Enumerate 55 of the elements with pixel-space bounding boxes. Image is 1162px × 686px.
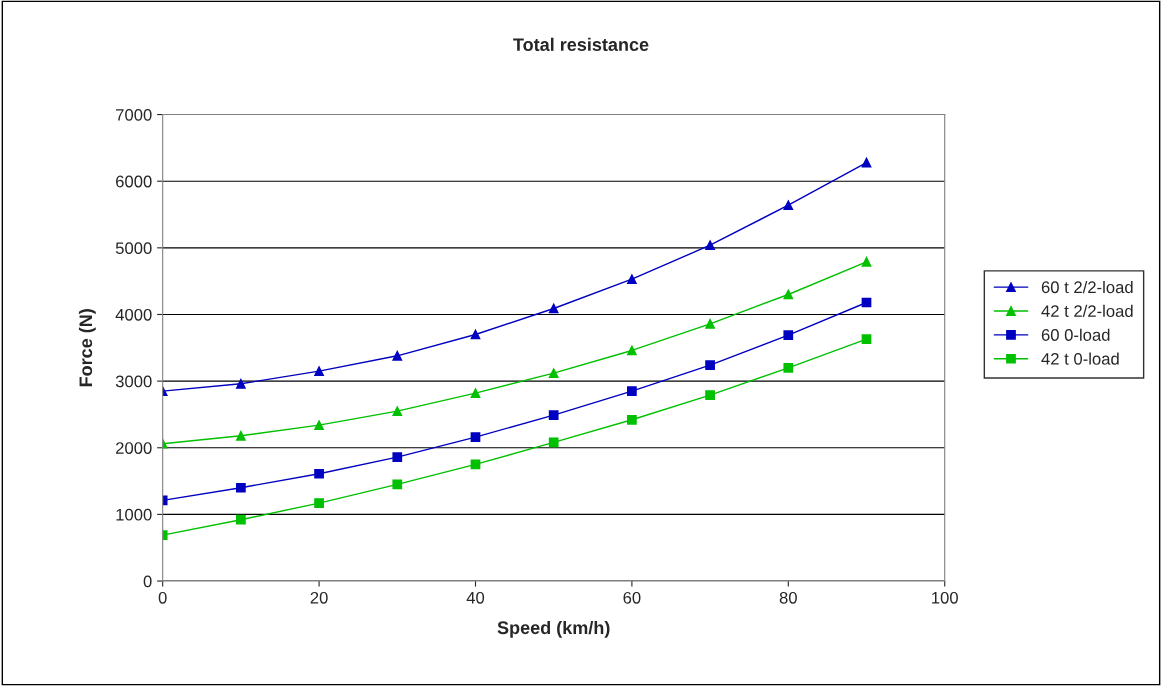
point <box>236 514 246 525</box>
point <box>861 256 872 267</box>
point <box>783 330 794 341</box>
point <box>548 303 559 314</box>
y-axis-title: Force (N) <box>78 309 96 387</box>
y-tick-label: 6000 <box>116 175 152 188</box>
point <box>314 498 324 508</box>
x-tick-label: 60 <box>623 591 641 604</box>
chart-title: Total resistance <box>513 37 649 51</box>
point <box>627 414 637 425</box>
point <box>627 386 637 396</box>
legend-label: 42 t 0-load <box>1041 352 1119 365</box>
point <box>392 452 403 462</box>
point <box>392 479 403 490</box>
point <box>705 240 715 251</box>
point <box>548 368 559 378</box>
x-axis-title: Speed (km/h) <box>497 620 610 638</box>
point <box>470 329 481 340</box>
point <box>314 420 324 430</box>
point <box>705 318 715 329</box>
point <box>705 360 715 370</box>
y-tick-label: 0 <box>143 575 152 588</box>
point <box>470 432 481 442</box>
point <box>470 388 481 398</box>
y-tick-label: 3000 <box>115 375 152 388</box>
point <box>236 378 246 389</box>
point <box>392 350 403 361</box>
point <box>392 406 403 416</box>
point <box>627 274 637 285</box>
legend-label: 60 0-load <box>1041 328 1110 341</box>
x-tick-label: 100 <box>932 591 958 604</box>
point <box>861 334 872 345</box>
point <box>314 468 324 479</box>
x-tick-label: 0 <box>158 591 167 604</box>
point <box>548 410 559 420</box>
point <box>783 289 794 300</box>
point <box>236 482 246 493</box>
point <box>236 430 246 441</box>
point <box>548 437 559 448</box>
point <box>705 390 715 400</box>
y-tick-label: 1000 <box>116 508 152 521</box>
legend-label: 42 t 2/2-load <box>1041 304 1133 318</box>
point <box>861 157 872 168</box>
legend-label: 60 t 2/2-load <box>1041 280 1133 294</box>
y-tick-label: 2000 <box>116 442 152 454</box>
y-tick-label: 7000 <box>116 108 152 121</box>
point <box>627 345 637 356</box>
point <box>314 366 324 376</box>
point <box>783 362 794 373</box>
y-tick-label: 4000 <box>115 308 152 321</box>
x-tick-label: 80 <box>779 591 797 604</box>
x-tick-label: 40 <box>466 591 485 604</box>
x-tick-label: 20 <box>310 591 328 604</box>
point <box>783 200 794 211</box>
y-tick-label: 5000 <box>115 242 152 255</box>
